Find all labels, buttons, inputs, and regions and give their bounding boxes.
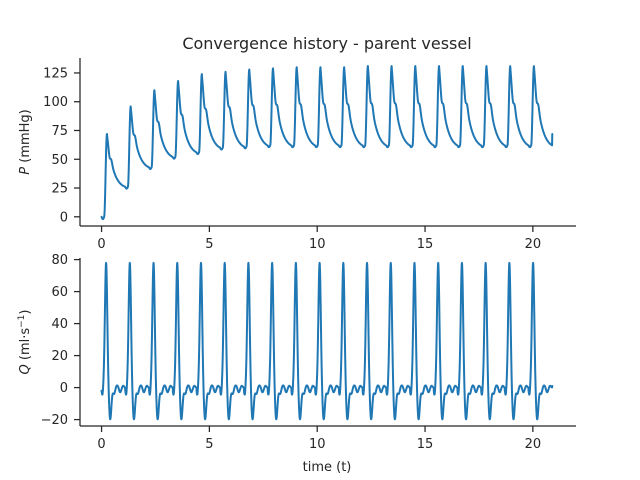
pressure-x-tick-label: 20	[525, 237, 542, 252]
pressure-x-tick-label: 15	[417, 237, 434, 252]
flow-x-tick-label: 15	[417, 437, 434, 452]
pressure-y-tick-label: 50	[51, 153, 68, 168]
pressure-chart: 0 25 50 75 100 125 0 5 10 15 20 P (mmHg)	[18, 58, 576, 252]
flow-x-tick-label: 0	[97, 437, 105, 452]
figure-title: Convergence history - parent vessel	[182, 34, 471, 53]
flow-y-tick-label: 20	[51, 349, 68, 364]
pressure-y-tick-label: 125	[43, 66, 68, 81]
flow-x-tick-label: 5	[205, 437, 213, 452]
flow-y-tick-label: 60	[51, 285, 68, 300]
pressure-y-tick-label: 0	[60, 210, 68, 225]
flow-chart: −20 0 20 40 60 80 0 5 10 15 20 Q (ml·s−1)	[17, 253, 576, 452]
flow-x-tick-label: 20	[525, 437, 542, 452]
pressure-y-axis-label: P (mmHg)	[18, 109, 33, 174]
pressure-y-tick-label: 100	[43, 95, 68, 110]
flow-series-line	[100, 261, 554, 421]
pressure-y-tick-label: 25	[51, 182, 68, 197]
flow-y-tick-label: 80	[51, 253, 68, 268]
pressure-x-tick-label: 5	[205, 237, 213, 252]
pressure-series-line	[100, 65, 554, 221]
flow-y-tick-label: −20	[41, 413, 68, 428]
pressure-x-tick-label: 0	[97, 237, 105, 252]
x-axis-label: time (t)	[303, 460, 352, 475]
flow-y-tick-label: 0	[60, 381, 68, 396]
pressure-y-tick-label: 75	[51, 124, 68, 139]
flow-y-tick-label: 40	[51, 317, 68, 332]
flow-x-tick-label: 10	[309, 437, 326, 452]
flow-y-axis-label: Q (ml·s−1)	[17, 310, 33, 375]
pressure-x-tick-label: 10	[309, 237, 326, 252]
